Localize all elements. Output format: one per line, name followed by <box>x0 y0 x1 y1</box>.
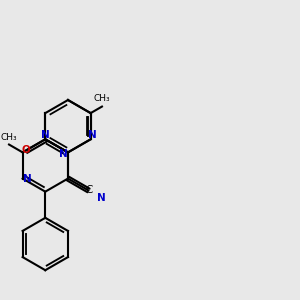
Text: N: N <box>88 130 97 140</box>
Text: N: N <box>59 149 68 159</box>
Text: N: N <box>41 130 50 140</box>
Text: C: C <box>85 185 92 196</box>
Text: O: O <box>22 146 30 155</box>
Text: CH₃: CH₃ <box>1 133 17 142</box>
Text: N: N <box>23 174 32 184</box>
Text: CH₃: CH₃ <box>94 94 110 103</box>
Text: N: N <box>97 193 106 203</box>
